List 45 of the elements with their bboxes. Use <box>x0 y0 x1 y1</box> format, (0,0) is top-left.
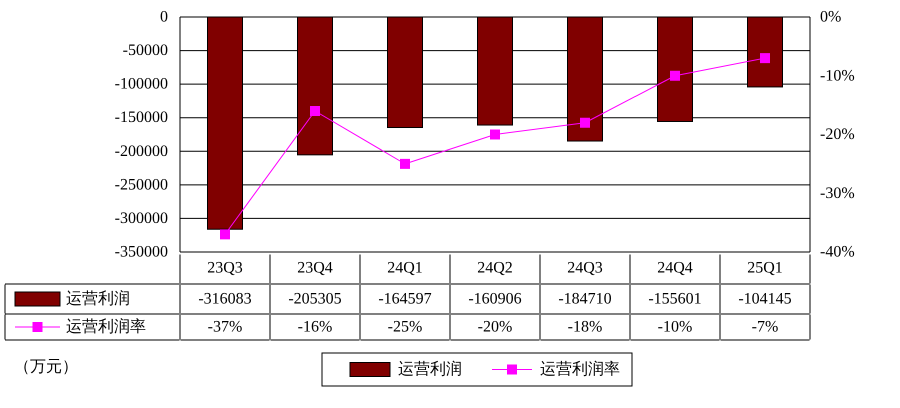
x-tick-label: 24Q2 <box>477 260 513 276</box>
y-tick-label: -350000 <box>114 244 168 260</box>
y2-tick-label: -40% <box>820 244 855 260</box>
point <box>490 130 500 140</box>
data-label: -25% <box>388 318 422 336</box>
legend-label: 运营利润率 <box>66 318 146 336</box>
data-label: -155601 <box>648 290 702 308</box>
legend: 运营利润 运营利润率 <box>322 352 632 386</box>
data-label: -104145 <box>738 290 792 308</box>
y2-tick-label: -30% <box>820 184 855 202</box>
y2-tick-label: -20% <box>820 126 855 143</box>
y-tick-label: 0 <box>160 8 168 26</box>
y2-tick-label: -10% <box>820 67 855 84</box>
x-tick-label: 23Q4 <box>297 260 333 276</box>
y-tick-label: -250000 <box>114 176 168 194</box>
data-label: -184710 <box>558 290 612 308</box>
data-label: -16% <box>298 318 332 336</box>
data-label: -37% <box>208 318 242 336</box>
point <box>580 118 590 128</box>
data-label: -10% <box>658 318 692 336</box>
data-label: -316083 <box>198 290 252 308</box>
y-tick-label: -50000 <box>122 42 168 60</box>
y-tick-label: -150000 <box>114 109 168 126</box>
point <box>400 158 410 169</box>
point <box>670 70 680 81</box>
point <box>760 53 770 64</box>
legend-label: 运营利润 <box>66 290 130 308</box>
data-label: -164597 <box>378 290 432 308</box>
data-label: -18% <box>568 318 602 336</box>
x-tick-label: 25Q1 <box>747 260 783 276</box>
data-label: -7% <box>752 318 778 336</box>
x-tick-label: 24Q4 <box>657 260 693 276</box>
y-tick-label: -300000 <box>114 210 168 227</box>
data-label: -160906 <box>468 290 522 308</box>
point <box>310 106 320 116</box>
x-tick-label: 23Q3 <box>207 260 243 276</box>
y-tick-label: -100000 <box>114 76 168 93</box>
point <box>220 229 230 240</box>
y-tick-label: -200000 <box>114 142 168 160</box>
annotation: （万元） <box>14 358 78 376</box>
y2-tick-label: 0% <box>820 8 842 26</box>
x-tick-label: 24Q3 <box>567 260 603 276</box>
data-label: -205305 <box>288 290 342 308</box>
data-label: -20% <box>478 318 512 336</box>
x-tick-label: 24Q1 <box>387 260 423 276</box>
